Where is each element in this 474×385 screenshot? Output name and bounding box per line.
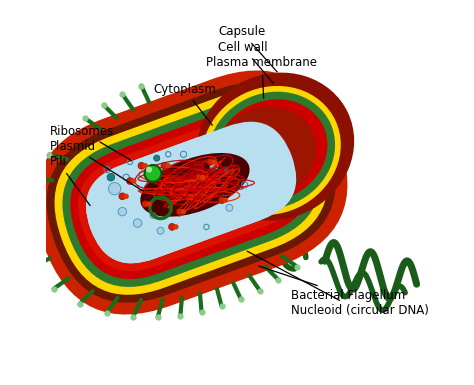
Circle shape [161, 162, 168, 169]
FancyBboxPatch shape [86, 122, 296, 263]
Circle shape [169, 223, 175, 230]
FancyBboxPatch shape [63, 98, 320, 287]
Text: Plasma membrane: Plasma membrane [206, 56, 318, 98]
Circle shape [143, 163, 148, 168]
Circle shape [207, 159, 214, 166]
Circle shape [145, 165, 161, 182]
Text: Plasmid: Plasmid [50, 140, 143, 191]
Circle shape [138, 162, 145, 169]
Ellipse shape [202, 86, 341, 215]
Ellipse shape [215, 99, 328, 202]
Circle shape [223, 167, 228, 172]
Circle shape [157, 227, 164, 234]
Text: Bacterial Flagellum: Bacterial Flagellum [259, 266, 405, 302]
Circle shape [107, 173, 115, 181]
Circle shape [226, 204, 233, 211]
FancyBboxPatch shape [35, 70, 347, 315]
Ellipse shape [140, 153, 250, 217]
Circle shape [118, 208, 127, 216]
Circle shape [223, 198, 228, 203]
Circle shape [119, 193, 126, 200]
Circle shape [195, 174, 202, 181]
FancyBboxPatch shape [46, 82, 336, 303]
Ellipse shape [211, 107, 316, 202]
Circle shape [218, 197, 225, 204]
Ellipse shape [208, 92, 335, 209]
Circle shape [146, 166, 152, 172]
Circle shape [131, 178, 137, 184]
FancyBboxPatch shape [78, 114, 304, 271]
FancyBboxPatch shape [70, 106, 312, 279]
Circle shape [200, 174, 205, 180]
Circle shape [109, 182, 121, 195]
Circle shape [165, 163, 171, 168]
Circle shape [142, 201, 149, 208]
Circle shape [210, 162, 218, 170]
Text: Pili: Pili [50, 156, 90, 206]
Circle shape [211, 159, 217, 165]
Circle shape [127, 177, 133, 184]
Circle shape [133, 219, 142, 227]
Circle shape [124, 194, 129, 199]
Circle shape [176, 208, 183, 215]
FancyBboxPatch shape [86, 122, 296, 263]
Circle shape [146, 201, 152, 207]
Circle shape [181, 209, 186, 214]
Text: Capsule: Capsule [218, 25, 277, 72]
Circle shape [154, 155, 160, 161]
FancyBboxPatch shape [55, 90, 328, 295]
Text: Cell wall: Cell wall [218, 41, 273, 84]
Text: Ribosomes: Ribosomes [50, 125, 131, 161]
Text: Nucleoid (circular DNA): Nucleoid (circular DNA) [247, 251, 428, 318]
Circle shape [173, 224, 179, 229]
Ellipse shape [196, 73, 354, 221]
Text: Cytoplasm: Cytoplasm [153, 83, 216, 126]
